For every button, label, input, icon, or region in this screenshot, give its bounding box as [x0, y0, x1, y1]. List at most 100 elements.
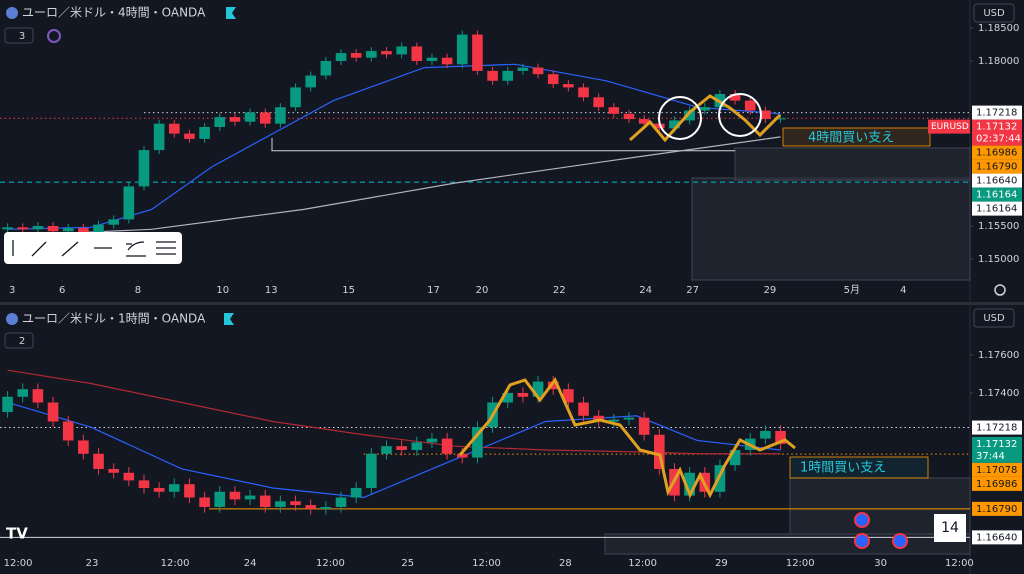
candle-body	[78, 440, 89, 454]
circle-drawing	[658, 96, 702, 140]
candle-body	[684, 472, 695, 496]
price-tag-label: 1.16986	[976, 479, 1017, 490]
symbol-tag-label: EURUSD	[931, 122, 969, 132]
candle-body	[653, 123, 665, 129]
annotation: 4時間買い支え	[808, 131, 894, 146]
indicator-toggle[interactable]	[4, 332, 34, 349]
candle-body	[487, 70, 498, 81]
currency-button[interactable]	[973, 308, 1015, 328]
candle-body	[350, 53, 362, 58]
price-tag	[972, 145, 1022, 160]
candle-body	[259, 112, 271, 124]
indicator-count: 2	[19, 336, 25, 347]
candle-body	[32, 389, 44, 403]
x-tick-label: 10	[216, 285, 229, 296]
price-tag-label: 1.16164	[976, 190, 1017, 201]
candle-body	[275, 107, 286, 124]
x-tick-label: 12:00	[4, 558, 33, 569]
event-icon[interactable]	[854, 512, 870, 528]
candle-body	[244, 495, 256, 500]
event-icon[interactable]	[854, 533, 870, 549]
price-tag	[972, 436, 1022, 463]
candle-body	[47, 402, 59, 422]
price-tag-label: 1.17132	[976, 122, 1017, 133]
overlay: 4時間買い支え 1時間買い支え ユーロ／米ドル・4時間・OANDA 3 ユーロ／…	[4, 3, 1015, 549]
candle-body	[244, 112, 256, 122]
price-tag-label: 1.17078	[976, 465, 1017, 476]
toolbar-icons	[12, 240, 176, 257]
event-badge[interactable]	[934, 514, 966, 542]
y-tick-label: 1.15000	[978, 254, 1019, 265]
y-tick-label: 1.18500	[978, 23, 1019, 34]
event-icon[interactable]	[892, 533, 908, 549]
candle-body	[623, 113, 635, 120]
y-tick-label: 1.15500	[978, 221, 1019, 232]
x-tick-label: 6	[59, 285, 65, 296]
candle-body	[2, 396, 13, 412]
candle-body	[472, 427, 483, 458]
candle-body	[62, 227, 74, 232]
candle-body	[184, 133, 195, 139]
candle-body	[290, 501, 301, 506]
drawing-toolbar[interactable]	[4, 232, 182, 264]
candle-body	[290, 87, 301, 108]
price-tag	[972, 420, 1022, 435]
currency: USD	[983, 8, 1005, 19]
candle-body	[563, 389, 574, 403]
candle-body	[123, 186, 135, 220]
settings-icon[interactable]	[994, 284, 1006, 296]
x-tick-label: 12:00	[161, 558, 190, 569]
circle-drawing	[718, 93, 762, 137]
y-tick-label: 1.17600	[978, 350, 1019, 361]
countdown: 37:44	[976, 451, 1005, 462]
price-tag	[972, 159, 1022, 174]
candle-body	[381, 446, 392, 454]
candle-body	[502, 392, 514, 403]
candle-body	[608, 107, 620, 114]
candle-body	[259, 495, 271, 507]
y-tick-label: 1.18000	[978, 56, 1019, 67]
symbol-tag	[928, 119, 970, 134]
x-tick-label: 22	[553, 285, 566, 296]
chart-title: ユーロ／米ドル・1時間・OANDA	[22, 312, 206, 326]
candle-body	[653, 434, 665, 469]
price-tag-label: 1.17218	[976, 423, 1017, 434]
indicator-toggle[interactable]	[4, 27, 34, 44]
candle-body	[593, 415, 604, 422]
candle-body	[623, 417, 635, 420]
candle-body	[305, 75, 317, 88]
support-box	[789, 456, 929, 479]
price-tag	[972, 462, 1022, 477]
candle-body	[547, 381, 559, 390]
x-tick-label: 3	[9, 285, 15, 296]
candle-body	[229, 491, 241, 500]
candle-body	[93, 224, 104, 233]
price-tag	[972, 501, 1022, 516]
candle-body	[320, 60, 332, 76]
candle-body	[138, 150, 150, 187]
flag-icon	[224, 313, 234, 325]
candle-body	[593, 97, 604, 108]
x-tick-label: 12:00	[628, 558, 657, 569]
candle-body	[93, 453, 104, 469]
countdown: 02:37:44	[976, 134, 1021, 145]
x-tick-label: 15	[342, 285, 355, 296]
chart-title: ユーロ／米ドル・4時間・OANDA	[22, 6, 206, 20]
currency-button[interactable]	[973, 3, 1015, 23]
candle-body	[578, 87, 589, 98]
moving-average	[7, 369, 781, 455]
candle-body	[229, 117, 241, 122]
candle-body	[381, 51, 392, 55]
price-tag	[972, 530, 1022, 545]
x-tick-label: 27	[686, 285, 699, 296]
price-tag-label: 1.16640	[976, 532, 1017, 543]
price-tag	[972, 476, 1022, 491]
candle-body	[729, 93, 741, 101]
y-tick-label: 1.17400	[978, 388, 1019, 399]
x-tick-label: 29	[715, 558, 728, 569]
currency: USD	[983, 313, 1005, 324]
candle-body	[441, 438, 453, 454]
symbol-icon	[6, 7, 18, 19]
x-tick-label: 12:00	[945, 558, 974, 569]
candle-body	[396, 46, 407, 55]
